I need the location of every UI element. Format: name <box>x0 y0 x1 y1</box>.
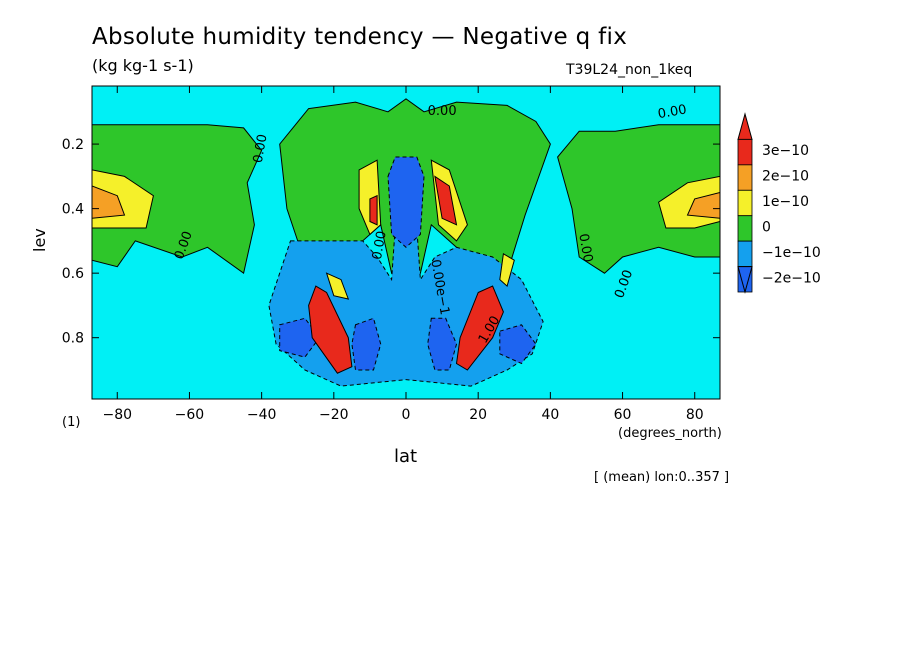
contour-label: 0.00 <box>575 233 595 264</box>
x-tick-label: 20 <box>469 407 487 423</box>
x-axis: −80 −60 −40 −20 0 20 40 60 80 <box>102 86 704 423</box>
contour-region-15 <box>279 317 321 358</box>
contour-region-18 <box>455 285 504 371</box>
legend-swatch <box>737 215 753 242</box>
y-axis: 0.2 0.4 0.6 0.8 <box>62 137 720 347</box>
x-tick-label: 0 <box>402 407 411 423</box>
contour-label: 0.00 <box>428 104 457 119</box>
contour-region-6 <box>686 191 720 219</box>
contour-label: 0.00 <box>657 102 688 122</box>
legend-min-arrow <box>737 266 753 294</box>
y-tick-label: 0.2 <box>62 137 84 153</box>
x-tick-label: 40 <box>541 407 559 423</box>
contour-region-9 <box>369 194 378 226</box>
legend-label: 1e−10 <box>762 194 809 210</box>
contour-fills: 0.000.000.000.000.000.000.000.00e−11.00 <box>92 98 720 387</box>
x-tick-label: −20 <box>319 407 349 423</box>
chart-units: (kg kg-1 s-1) <box>92 56 194 75</box>
contour-region-0 <box>92 124 263 275</box>
contour-region-1 <box>557 124 720 274</box>
run-label: T39L24_non_1keq <box>566 62 693 78</box>
legend-max-arrow <box>737 112 753 140</box>
legend-label: −1e−10 <box>762 245 821 261</box>
x-tick-label: 60 <box>614 407 632 423</box>
averaging-note: [ (mean) lon:0..357 ] <box>594 470 730 485</box>
plot-area: 0.000.000.000.000.000.000.000.00e−11.00 <box>91 85 721 400</box>
x-tick-label: −40 <box>247 407 277 423</box>
legend-swatch <box>737 139 753 166</box>
legend-label: −2e−10 <box>762 270 821 286</box>
contour-region-17 <box>308 285 353 374</box>
contour-region-14 <box>427 317 458 371</box>
contour-label: 0.00 <box>370 230 390 261</box>
contour-region-19 <box>325 272 350 300</box>
legend-swatch <box>737 164 753 191</box>
panel-label: (1) <box>62 415 81 430</box>
contour-region-4 <box>92 185 126 219</box>
x-axis-label: lat <box>394 446 418 467</box>
y-tick-label: 0.6 <box>62 266 84 282</box>
contour-region-20 <box>499 252 515 288</box>
legend-label: 0 <box>762 219 771 235</box>
contour-label: 0.00 <box>251 133 271 164</box>
legend-label: 2e−10 <box>762 169 809 185</box>
contour-region-16 <box>499 324 537 365</box>
chart-title: Absolute humidity tendency — Negative q … <box>92 24 628 50</box>
legend-swatch <box>737 189 753 217</box>
legend-label: 3e−10 <box>762 143 809 159</box>
contour-region-12 <box>387 156 425 248</box>
color-legend: 3e−10 2e−10 1e−10 0 −1e−10 −2e−10 <box>737 112 821 294</box>
y-tick-label: 0.8 <box>62 331 84 347</box>
contour-region-13 <box>351 317 382 371</box>
legend-swatch <box>737 240 753 267</box>
x-tick-label: 80 <box>686 407 704 423</box>
x-tick-label: −60 <box>175 407 205 423</box>
y-tick-label: 0.4 <box>62 202 84 218</box>
contour-region-10 <box>434 175 458 226</box>
x-axis-unit: (degrees_north) <box>618 426 722 441</box>
x-tick-label: −80 <box>102 407 132 423</box>
